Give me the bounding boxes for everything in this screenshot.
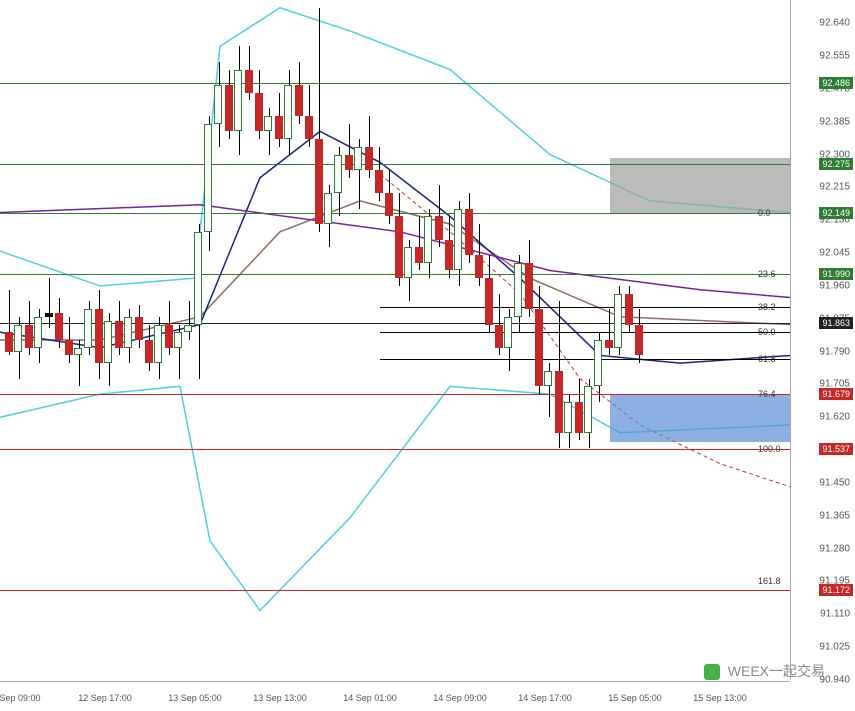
level-label: 92.486 [819,77,853,89]
y-tick-label: 92.385 [819,116,850,127]
fib-label: 23.6 [758,269,776,279]
x-tick-label: 13 Sep 13:00 [253,693,307,703]
x-tick-label: 14 Sep 01:00 [343,693,397,703]
chart-plot-area: 0.023.638.250.061.876.4100.0161.8 [0,0,790,680]
level-label: 91.990 [819,268,853,280]
price-zone [610,158,790,212]
level-label: 92.275 [819,158,853,170]
watermark: WEEX一起交易 [704,661,825,681]
level-label: 91.172 [819,584,853,596]
fib-label: 76.4 [758,389,776,399]
fib-line [380,332,790,333]
y-tick-label: 91.450 [819,477,850,488]
level-label: 91.679 [819,388,853,400]
x-axis: Sep 09:00 12 Sep 17:00 13 Sep 05:00 13 Sep … [0,681,790,711]
x-tick-label: 13 Sep 05:00 [168,693,222,703]
y-tick-label: 92.640 [819,18,850,29]
y-tick-label: 91.025 [819,642,850,653]
fib-label: 161.8 [758,576,781,586]
level-label: 92.149 [819,207,853,219]
horizontal-level [0,394,790,395]
y-tick-label: 91.280 [819,543,850,554]
horizontal-level [0,83,790,84]
horizontal-level [0,164,790,165]
x-tick-label: 14 Sep 17:00 [518,693,572,703]
y-tick-label: 91.110 [820,609,850,620]
wechat-icon [704,664,720,680]
horizontal-level [0,449,790,450]
fib-label: 0.0 [758,208,771,218]
watermark-text: WEEX一起交易 [728,663,825,679]
x-tick-label: Sep 09:00 [0,693,41,703]
price-zone [610,394,790,442]
fib-line [380,307,790,308]
x-tick-label: 15 Sep 13:00 [693,693,747,703]
y-axis: 92.64092.55592.47092.38592.30092.21592.1… [790,0,855,680]
fib-label: 100.0 [758,444,781,454]
horizontal-level [0,590,790,591]
x-tick-label: 12 Sep 17:00 [78,693,132,703]
horizontal-level [0,213,790,214]
y-tick-label: 91.790 [819,346,850,357]
x-tick-label: 15 Sep 05:00 [608,693,662,703]
y-tick-label: 91.365 [819,510,850,521]
y-tick-label: 92.045 [819,248,850,259]
fib-line [380,359,790,360]
level-label: 91.537 [819,443,853,455]
y-tick-label: 92.555 [819,51,850,62]
level-label: 91.863 [819,317,853,329]
y-tick-label: 91.960 [819,280,850,291]
x-tick-label: 14 Sep 09:00 [433,693,487,703]
y-tick-label: 92.215 [819,182,850,193]
y-tick-label: 91.620 [819,412,850,423]
